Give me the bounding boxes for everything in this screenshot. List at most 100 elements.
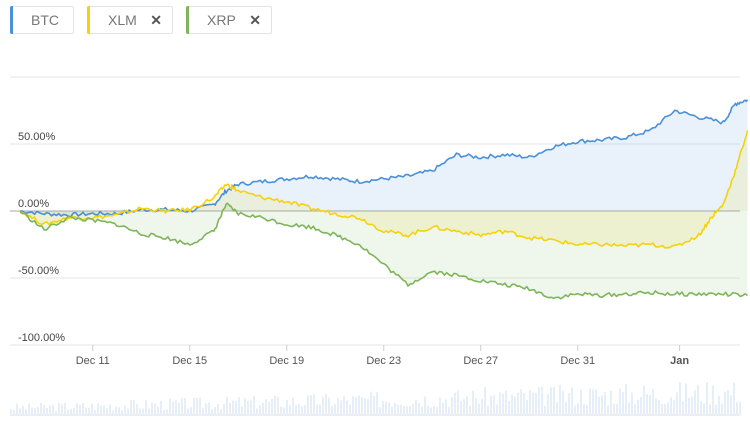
navigator-bar [490, 395, 492, 415]
navigator-bar [613, 403, 615, 415]
navigator-bar [331, 406, 333, 415]
navigator-bar [403, 406, 405, 415]
navigator-bar [469, 405, 471, 415]
navigator-bar [226, 396, 228, 415]
navigator-bar [106, 407, 108, 415]
navigator-bar [730, 395, 732, 415]
navigator-bar [700, 401, 702, 415]
navigator-bar [235, 400, 237, 415]
navigator-bar [319, 404, 321, 415]
navigator-bar [358, 395, 360, 415]
navigator-bar [421, 407, 423, 415]
navigator-bar [88, 407, 90, 415]
navigator-bar [412, 404, 414, 415]
navigator-bar [124, 405, 126, 415]
x-tick-label: Dec 19 [269, 355, 304, 367]
navigator-bar [727, 389, 729, 415]
navigator-bar [385, 401, 387, 415]
navigator-bar [394, 402, 396, 415]
navigator-bar [547, 394, 549, 415]
navigator-bar [76, 402, 78, 415]
navigator-bar [241, 406, 243, 415]
y-tick-label: 0.00% [18, 198, 49, 210]
navigator-bar [184, 398, 186, 415]
navigator-bar [430, 407, 432, 415]
navigator-bar [625, 383, 627, 415]
navigator-bar [52, 404, 54, 415]
navigator-bar [259, 405, 261, 415]
navigator-bar [538, 387, 540, 415]
legend-item-xlm[interactable]: XLM ✕ [87, 6, 173, 34]
navigator-bar [352, 396, 354, 415]
navigator-bar [691, 396, 693, 415]
navigator-bar [724, 391, 726, 415]
navigator-bar [340, 400, 342, 415]
navigator-bar [478, 403, 480, 415]
navigator-bar [169, 398, 171, 415]
navigator-bar [565, 401, 567, 415]
navigator-bar [10, 408, 12, 415]
navigator-bar [568, 393, 570, 415]
navigator-bar [550, 386, 552, 415]
navigator-bar [337, 398, 339, 415]
navigator-bar [247, 401, 249, 415]
navigator-bar [304, 405, 306, 415]
navigator-bar [577, 402, 579, 415]
navigator-bar [607, 405, 609, 415]
navigator-bar [277, 396, 279, 415]
legend-item-xrp[interactable]: XRP ✕ [186, 6, 272, 34]
navigator-bar [619, 388, 621, 415]
navigator-bar [391, 406, 393, 415]
navigator-bar [217, 404, 219, 415]
navigator-bar [91, 403, 93, 415]
navigator-bar [604, 392, 606, 415]
navigator-bar [364, 397, 366, 415]
navigator-bar [481, 398, 483, 415]
navigator-bar [136, 404, 138, 415]
navigator-bar [706, 382, 708, 415]
navigator-bar [556, 402, 558, 415]
navigator-bar [484, 387, 486, 415]
navigator-bar [574, 405, 576, 415]
navigator-bar [460, 400, 462, 415]
series-areas [20, 99, 748, 299]
navigator-bar [25, 409, 27, 415]
navigator-bar [631, 392, 633, 415]
x-axis-ticks: Dec 11 Dec 15 Dec 19 Dec 23 Dec 27 Dec 31 Jan [76, 345, 689, 367]
navigator-bar [715, 404, 717, 415]
navigator-bar [622, 391, 624, 415]
remove-xrp-icon[interactable]: ✕ [249, 12, 261, 28]
navigator-bar [268, 401, 270, 415]
legend-item-btc[interactable]: BTC [10, 6, 74, 34]
navigator-bar [652, 388, 654, 415]
x-tick-label: Dec 27 [463, 355, 498, 367]
navigator-bar [436, 407, 438, 415]
navigator-bar [523, 393, 525, 415]
navigator-bar [466, 396, 468, 415]
navigator-bar [211, 409, 213, 415]
remove-xlm-icon[interactable]: ✕ [150, 12, 162, 28]
y-axis-ticks: 50.00% 0.00% -50.00% -100.00% [18, 131, 65, 344]
navigator-bar [541, 386, 543, 415]
navigator-bar [367, 399, 369, 415]
navigator-bar [181, 398, 183, 415]
navigator-bar [193, 398, 195, 415]
navigator-bar [271, 398, 273, 415]
navigator-bar [487, 405, 489, 415]
navigator-bar [376, 392, 378, 415]
navigator-bar [190, 407, 192, 415]
navigator-bar [178, 402, 180, 415]
navigator-bar [166, 409, 168, 415]
navigator-bar [85, 407, 87, 415]
navigator-bar [688, 397, 690, 415]
navigator-bar [529, 389, 531, 415]
navigator-bar [274, 395, 276, 415]
navigator-bar [442, 402, 444, 415]
navigator-bar [79, 404, 81, 415]
x-tick-label: Jan [670, 355, 689, 367]
navigator-bar [115, 406, 117, 415]
navigator-bar [196, 397, 198, 415]
navigator-bar [427, 405, 429, 415]
navigator-bar [28, 403, 30, 415]
navigator-bar [601, 395, 603, 415]
